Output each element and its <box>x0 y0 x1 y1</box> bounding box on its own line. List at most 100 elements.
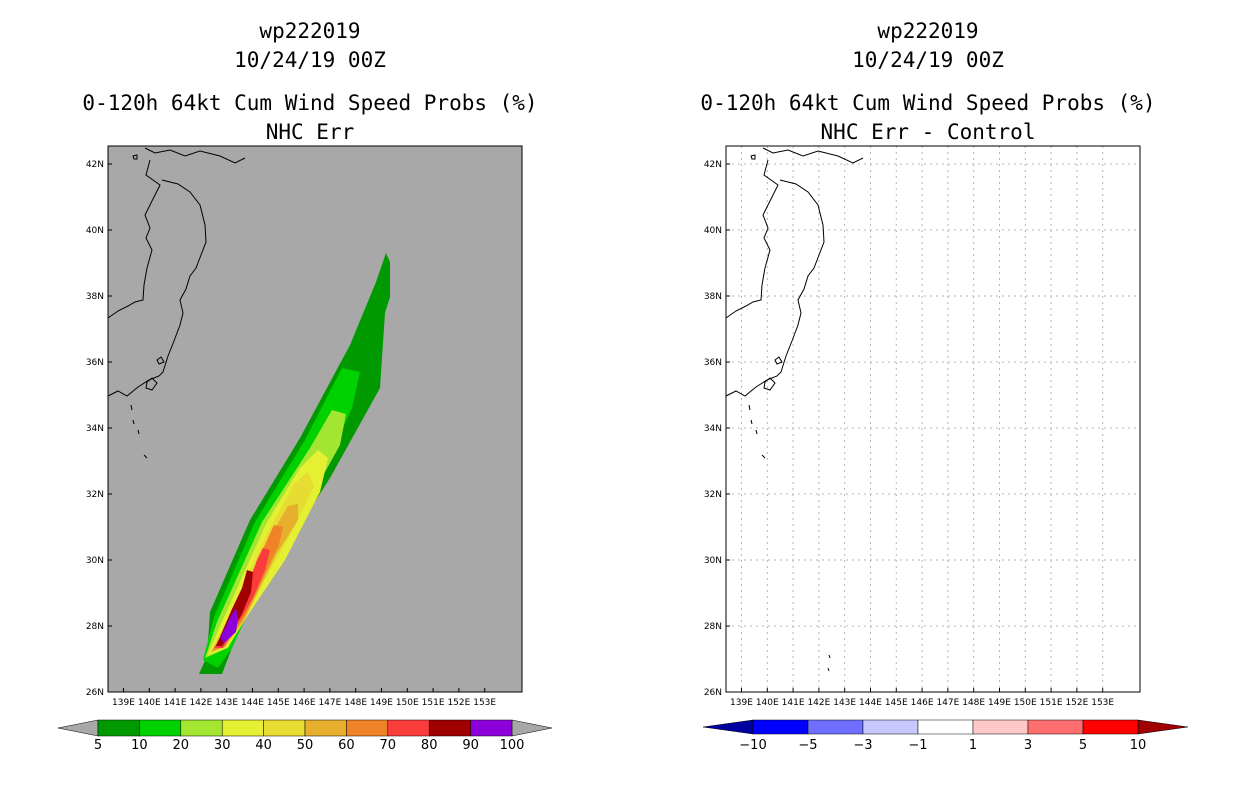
x-tick-label: 142E <box>807 698 830 708</box>
x-tick-label: 143E <box>215 698 238 708</box>
right-gridlines <box>726 146 1140 693</box>
x-tick-label: 145E <box>885 698 908 708</box>
colorbar-swatch <box>470 719 513 737</box>
colorbar-swatch <box>97 719 140 737</box>
left-title-line-3: 0-120h 64kt Cum Wind Speed Probs (%) <box>82 91 537 115</box>
probability-contours <box>199 253 390 674</box>
x-tick-label: 143E <box>833 698 856 708</box>
y-tick-label: 32N <box>86 490 104 500</box>
colorbar-low-extension <box>57 719 99 737</box>
colorbar-label: 80 <box>421 738 438 753</box>
contour-90 <box>220 608 238 643</box>
x-tick-label: 151E <box>422 698 445 708</box>
x-tick-label: 146E <box>911 698 934 708</box>
right-title-line-1: wp222019 <box>877 19 978 43</box>
colorbar-swatch <box>346 719 389 737</box>
y-tick-label: 26N <box>704 688 722 698</box>
y-tick-label: 42N <box>86 160 104 170</box>
x-tick-label: 151E <box>1040 698 1063 708</box>
x-tick-label: 152E <box>1065 698 1088 708</box>
colorbar-label: −3 <box>853 738 872 753</box>
colorbar-swatch <box>221 719 264 737</box>
x-tick-label: 139E <box>730 698 753 708</box>
right-map-frame <box>725 145 1141 693</box>
y-tick-label: 38N <box>86 292 104 302</box>
y-tick-label: 36N <box>86 358 104 368</box>
y-tick-label: 30N <box>704 556 722 566</box>
colorbar-swatch <box>862 719 919 735</box>
right-title-line-2: 10/24/19 00Z <box>852 48 1004 72</box>
y-tick-label: 40N <box>86 226 104 236</box>
left-x-axis: 139E 140E 141E 142E 143E 144E 145E 146E 147E 148E… <box>112 688 496 708</box>
colorbar-high-extension <box>1137 719 1189 735</box>
colorbar-label: −10 <box>739 738 766 753</box>
contour-80 <box>216 570 253 646</box>
x-tick-label: 150E <box>1014 698 1037 708</box>
colorbar-swatch <box>752 719 809 735</box>
x-tick-label: 153E <box>473 698 496 708</box>
colorbar-label: −1 <box>908 738 927 753</box>
y-tick-label: 28N <box>704 622 722 632</box>
left-map-frame <box>107 145 523 693</box>
x-tick-label: 152E <box>447 698 470 708</box>
colorbar-swatch <box>807 719 864 735</box>
left-title-line-4: NHC Err <box>266 120 355 144</box>
right-colorbar: −10 −5 −3 −1 1 3 5 10 <box>702 719 1189 753</box>
x-tick-label: 145E <box>267 698 290 708</box>
right-title-line-3: 0-120h 64kt Cum Wind Speed Probs (%) <box>700 91 1155 115</box>
colorbar-label: 10 <box>131 738 148 753</box>
x-tick-label: 144E <box>241 698 264 708</box>
right-x-axis: 139E 140E 141E 142E 143E 144E 145E 146E 147E 148E… <box>730 688 1114 708</box>
colorbar-label: 60 <box>338 738 355 753</box>
colorbar-label: 3 <box>1024 738 1032 753</box>
colorbar-swatch <box>1082 719 1139 735</box>
right-title-line-4: NHC Err - Control <box>821 120 1036 144</box>
x-tick-label: 147E <box>936 698 959 708</box>
x-tick-label: 149E <box>988 698 1011 708</box>
left-colorbar: 5 10 20 30 40 50 60 70 80 90 100 <box>57 719 553 753</box>
x-tick-label: 147E <box>318 698 341 708</box>
y-tick-label: 32N <box>704 490 722 500</box>
left-coastline <box>107 147 246 459</box>
x-tick-label: 153E <box>1091 698 1114 708</box>
y-tick-label: 26N <box>86 688 104 698</box>
y-tick-label: 34N <box>86 424 104 434</box>
colorbar-swatch <box>428 719 471 737</box>
x-tick-label: 141E <box>164 698 187 708</box>
right-y-axis: 26N 28N 30N 32N 34N 36N 38N 40N 42N <box>704 160 730 698</box>
y-tick-label: 28N <box>86 622 104 632</box>
left-title-line-2: 10/24/19 00Z <box>234 48 386 72</box>
x-tick-label: 140E <box>138 698 161 708</box>
x-tick-label: 140E <box>756 698 779 708</box>
colorbar-swatch <box>304 719 347 737</box>
x-tick-label: 148E <box>344 698 367 708</box>
colorbar-high-extension <box>511 719 553 737</box>
colorbar-label: 10 <box>1130 738 1147 753</box>
x-tick-label: 141E <box>782 698 805 708</box>
colorbar-swatch <box>972 719 1029 735</box>
x-tick-label: 144E <box>859 698 882 708</box>
colorbar-label: 100 <box>500 738 525 753</box>
y-tick-label: 36N <box>704 358 722 368</box>
colorbar-label: 70 <box>380 738 397 753</box>
colorbar-label: −5 <box>798 738 817 753</box>
x-tick-label: 139E <box>112 698 135 708</box>
colorbar-swatch <box>263 719 306 737</box>
right-panel: wp222019 10/24/19 00Z 0-120h 64kt Cum Wi… <box>700 19 1189 753</box>
x-tick-label: 146E <box>293 698 316 708</box>
colorbar-label: 1 <box>969 738 977 753</box>
colorbar-label: 30 <box>214 738 231 753</box>
colorbar-swatch <box>139 719 182 737</box>
left-y-axis: 26N 28N 30N 32N 34N 36N 38N 40N 42N <box>86 160 112 698</box>
colorbar-swatch <box>387 719 430 737</box>
y-tick-label: 38N <box>704 292 722 302</box>
y-tick-label: 40N <box>704 226 722 236</box>
colorbar-low-extension <box>702 719 754 735</box>
colorbar-swatch <box>917 719 974 735</box>
x-tick-label: 142E <box>189 698 212 708</box>
left-panel: wp222019 10/24/19 00Z 0-120h 64kt Cum Wi… <box>57 19 553 753</box>
colorbar-label: 20 <box>173 738 190 753</box>
right-coastline <box>725 147 864 672</box>
x-tick-label: 149E <box>370 698 393 708</box>
